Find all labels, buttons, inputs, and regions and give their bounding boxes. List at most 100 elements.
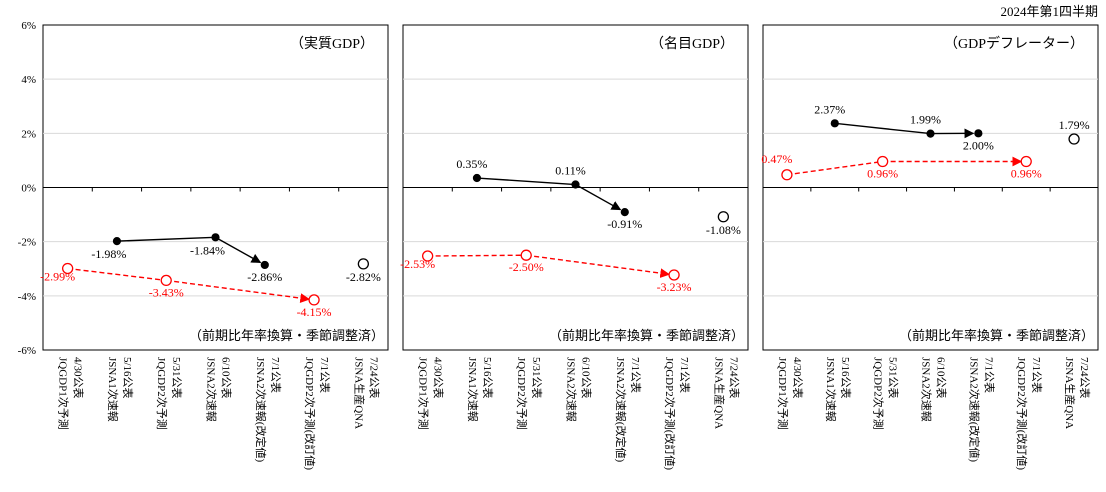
- data-label: -0.91%: [607, 217, 642, 231]
- x-category-label: JQGDP2次予測(改訂値): [303, 357, 317, 470]
- data-point-open: [718, 212, 728, 222]
- x-category-label: 4/30公表: [432, 357, 446, 399]
- data-label: 0.11%: [555, 164, 586, 178]
- panel-title: （GDPデフレーター）: [944, 35, 1084, 52]
- data-label: 0.35%: [456, 157, 487, 171]
- series-line-segment: [526, 255, 669, 274]
- y-tick-label: 4%: [21, 74, 36, 86]
- x-category-label: JSNA1次速報: [824, 357, 838, 422]
- x-category-label: JSNA2次速報: [205, 357, 219, 422]
- data-point-open: [358, 259, 368, 269]
- data-label: -1.98%: [91, 247, 126, 261]
- data-label: -3.23%: [657, 280, 692, 294]
- data-point-open: [521, 250, 531, 260]
- data-label: 0.96%: [867, 167, 898, 181]
- x-category-label: JQGDP2次予測(改訂値): [1015, 357, 1029, 470]
- panel-3: （GDPデフレーター）（前期比年率換算・季節調整済）0.47%0.96%0.96…: [761, 25, 1098, 470]
- data-label: 2.00%: [963, 138, 994, 152]
- data-point-open: [1021, 157, 1031, 167]
- data-point-filled: [927, 130, 934, 137]
- series-line-segment: [576, 185, 621, 210]
- data-label: 1.99%: [910, 113, 941, 127]
- x-category-label: JQGDP1次予測: [57, 357, 71, 430]
- series-line-segment: [117, 237, 216, 241]
- x-category-label: JQGDP1次予測: [776, 357, 790, 430]
- data-label: -2.50%: [509, 260, 544, 274]
- data-label: 0.96%: [1011, 167, 1042, 181]
- data-point-open: [782, 170, 792, 180]
- x-category-label: JSNA生産QNA: [352, 357, 366, 429]
- x-category-label: JSNA2次速報(改定値): [614, 357, 628, 462]
- x-category-label: 6/10公表: [935, 357, 949, 399]
- x-category-label: JSNA2次速報(改定値): [254, 357, 268, 462]
- x-category-label: 5/16公表: [121, 357, 135, 399]
- x-category-label: 5/31公表: [170, 357, 184, 399]
- x-category-label: 4/30公表: [72, 357, 86, 399]
- x-category-label: 4/30公表: [791, 357, 805, 399]
- x-category-label: 7/24公表: [367, 357, 381, 399]
- data-point-filled: [975, 130, 982, 137]
- x-category-label: 7/24公表: [727, 357, 741, 399]
- series-line-segment: [477, 178, 576, 185]
- panel-note: （前期比年率換算・季節調整済）: [549, 328, 744, 343]
- series-line-segment: [428, 255, 527, 256]
- x-category-label: JSNA2次速報: [565, 357, 579, 422]
- series-line-segment: [68, 268, 167, 280]
- x-category-label: 7/1公表: [269, 357, 283, 393]
- y-tick-label: -2%: [18, 237, 36, 249]
- x-category-label: JSNA2次速報(改定値): [967, 357, 981, 462]
- data-label: -2.53%: [400, 257, 435, 271]
- data-point-open: [669, 270, 679, 280]
- data-point-filled: [621, 209, 628, 216]
- data-label: -1.08%: [706, 223, 741, 237]
- x-category-label: 5/16公表: [481, 357, 495, 399]
- panel-title: （名目GDP）: [650, 36, 734, 52]
- data-label: 2.37%: [814, 102, 845, 116]
- period-label: 2024年第1四半期: [1000, 4, 1098, 19]
- data-point-filled: [113, 238, 120, 245]
- panel-note: （前期比年率換算・季節調整済）: [899, 328, 1094, 343]
- y-tick-label: -6%: [18, 345, 36, 357]
- data-label: -1.84%: [190, 243, 225, 257]
- x-category-label: 7/24公表: [1078, 357, 1092, 399]
- x-category-label: JSNA生産QNA: [712, 357, 726, 429]
- data-label: -3.43%: [149, 285, 184, 299]
- data-point-filled: [572, 181, 579, 188]
- data-point-open: [878, 157, 888, 167]
- x-category-label: JSNA2次速報: [920, 357, 934, 422]
- x-category-label: 7/1公表: [678, 357, 692, 393]
- data-label: 1.79%: [1059, 118, 1090, 132]
- x-category-label: 7/1公表: [1030, 357, 1044, 393]
- panel-note: （前期比年率換算・季節調整済）: [189, 328, 384, 343]
- x-category-label: 7/1公表: [629, 357, 643, 393]
- data-label: -2.86%: [247, 270, 282, 284]
- data-label: -2.82%: [346, 270, 381, 284]
- x-category-label: JQGDP2次予測: [872, 357, 886, 430]
- x-category-label: 5/31公表: [530, 357, 544, 399]
- data-point-filled: [473, 174, 480, 181]
- y-tick-label: 6%: [21, 20, 36, 32]
- panel-title: （実質GDP）: [290, 36, 374, 52]
- data-label: -2.99%: [40, 269, 75, 283]
- x-category-label: JQGDP2次予測: [155, 357, 169, 430]
- x-category-label: 7/1公表: [982, 357, 996, 393]
- x-category-label: JSNA生産QNA: [1063, 357, 1077, 429]
- y-tick-label: -4%: [18, 291, 36, 303]
- data-point-open: [309, 295, 319, 305]
- data-point-filled: [212, 234, 219, 241]
- x-category-label: 5/31公表: [887, 357, 901, 399]
- data-point-open: [161, 275, 171, 285]
- x-category-label: JSNA1次速報: [106, 357, 120, 422]
- x-category-label: JQGDP1次予測: [417, 357, 431, 430]
- data-point-open: [1069, 134, 1079, 144]
- data-label: -4.15%: [297, 305, 332, 319]
- x-category-label: JSNA1次速報: [466, 357, 480, 422]
- x-category-label: 6/10公表: [220, 357, 234, 399]
- y-tick-label: 0%: [21, 183, 36, 195]
- panel-1: （実質GDP） （前期比年率換算・季節調整済） -2.99% -3.43% -4.15%…: [40, 25, 388, 470]
- x-category-label: 6/10公表: [580, 357, 594, 399]
- data-point-filled: [831, 120, 838, 127]
- x-category-label: 5/16公表: [839, 357, 853, 399]
